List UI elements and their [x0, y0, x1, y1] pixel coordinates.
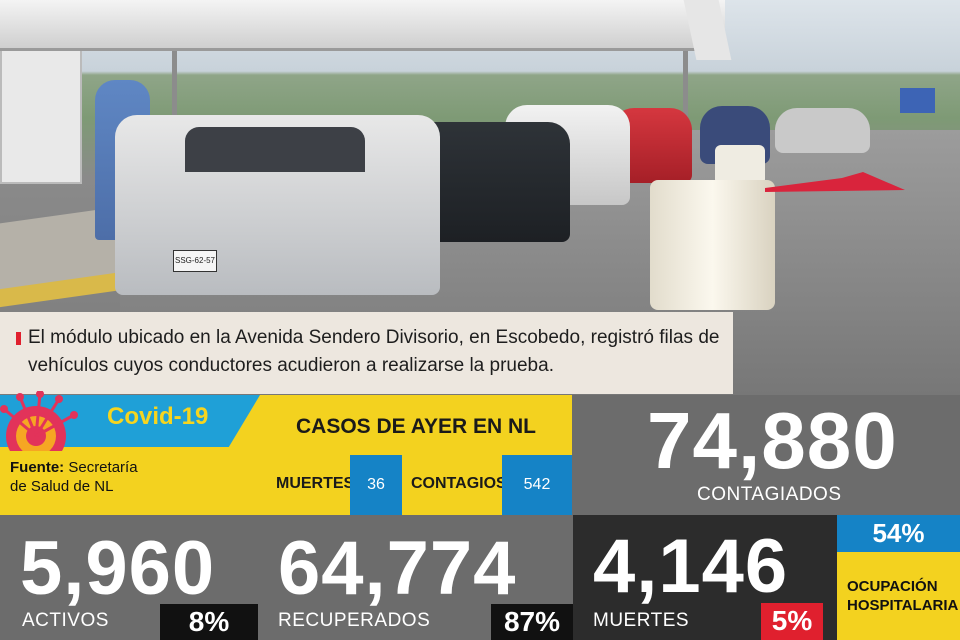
recovered-panel: 64,774 RECUPERADOS 87% — [258, 515, 573, 640]
total-infected-label: CONTAGIADOS — [697, 484, 842, 505]
car — [775, 108, 870, 153]
news-photo: SSG-62-57 — [0, 0, 960, 395]
water-barrel — [715, 145, 765, 185]
recovered-value: 64,774 — [278, 526, 517, 611]
covid-panel: Covid-19 Fuente: Secretaría de Salud de … — [0, 391, 260, 515]
yesterday-deaths-value: 36 — [350, 455, 402, 515]
hospital-occupancy-label: OCUPACIÓN HOSPITALARIA — [847, 577, 958, 615]
deaths-panel: 4,146 MUERTES 5% — [573, 515, 837, 640]
recovered-percent: 87% — [491, 604, 573, 640]
deaths-label: MUERTES — [593, 610, 690, 631]
silver-car: SSG-62-57 — [115, 115, 440, 295]
yesterday-deaths-label: MUERTES: — [276, 475, 360, 492]
covid-title: Covid-19 — [107, 403, 209, 430]
caption-text: El módulo ubicado en la Avenida Sendero … — [28, 327, 720, 376]
deaths-percent: 5% — [761, 603, 823, 640]
active-cases-panel: 5,960 ACTIVOS 8% — [0, 515, 258, 640]
testing-booth — [0, 30, 82, 184]
yesterday-cases-panel: CASOS DE AYER EN NL MUERTES: 36 CONTAGIO… — [260, 395, 572, 515]
source-note: Fuente: Secretaría de Salud de NL — [10, 458, 138, 496]
license-plate-text: SSG-62-57 — [174, 256, 216, 265]
active-cases-percent: 8% — [160, 604, 258, 640]
hospital-occupancy-percent-box: 54% — [837, 515, 960, 552]
bus — [900, 88, 935, 113]
tent-canopy — [0, 0, 725, 51]
photo-caption: El módulo ubicado en la Avenida Sendero … — [0, 312, 733, 394]
virus-icon — [0, 391, 78, 451]
license-plate: SSG-62-57 — [173, 250, 217, 272]
caption-marker — [16, 332, 21, 345]
hospital-occupancy-label-2: HOSPITALARIA — [847, 597, 959, 614]
hospital-occupancy-panel: 54% OCUPACIÓN HOSPITALARIA — [837, 515, 960, 640]
source-text: Secretaría — [68, 459, 138, 476]
recovered-label: RECUPERADOS — [278, 610, 431, 631]
deaths-value: 4,146 — [593, 524, 789, 609]
total-infected-value: 74,880 — [647, 396, 898, 485]
yesterday-infections-label: CONTAGIOS: — [411, 475, 513, 492]
active-cases-label: ACTIVOS — [22, 610, 109, 631]
total-infected-panel: 74,880 CONTAGIADOS — [572, 395, 960, 515]
car-windshield — [185, 127, 365, 172]
yesterday-cases-title: CASOS DE AYER EN NL — [296, 415, 536, 438]
yesterday-infections-value: 542 — [502, 455, 572, 515]
hospital-occupancy-percent: 54% — [872, 518, 925, 548]
water-barrel — [650, 180, 775, 310]
active-cases-value: 5,960 — [20, 526, 216, 611]
hospital-occupancy-label-1: OCUPACIÓN — [847, 578, 938, 595]
source-text-2: de Salud de NL — [10, 478, 114, 495]
source-label: Fuente: — [10, 459, 65, 476]
